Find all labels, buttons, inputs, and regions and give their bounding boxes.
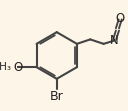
Text: O: O	[13, 61, 23, 74]
Text: O: O	[116, 12, 125, 25]
Text: CH₃: CH₃	[0, 62, 11, 72]
Text: N: N	[110, 34, 119, 47]
Text: Br: Br	[50, 90, 64, 103]
